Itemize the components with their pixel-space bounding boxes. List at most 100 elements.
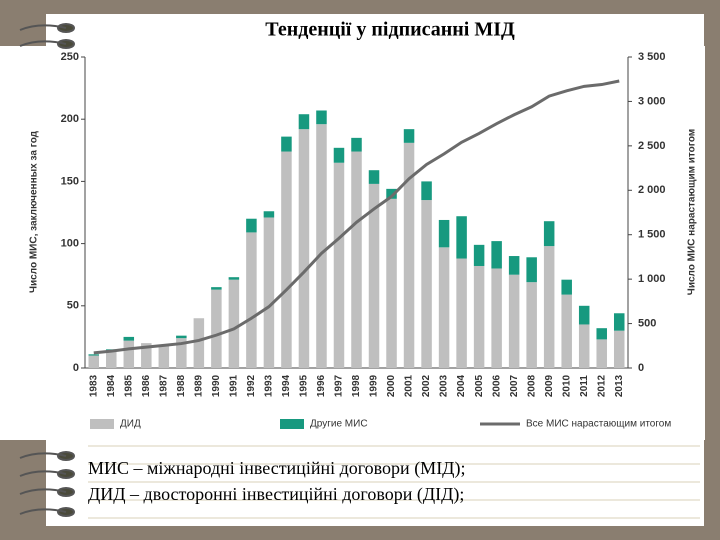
y-tick-label: 250 xyxy=(61,51,79,63)
bar xyxy=(596,339,607,368)
ruled-lines xyxy=(88,445,700,519)
y-tick-label: 0 xyxy=(73,362,79,374)
bar xyxy=(613,330,625,368)
chart-title: Тенденції у підписанні МІД xyxy=(265,19,515,41)
bar xyxy=(596,328,607,340)
y-tick-label: 150 xyxy=(61,175,79,187)
x-tick-label: 1985 xyxy=(123,374,134,397)
bar xyxy=(368,183,380,368)
x-tick-label: 1987 xyxy=(158,374,169,397)
bar xyxy=(246,218,257,233)
bar xyxy=(281,136,292,152)
bar xyxy=(193,318,205,368)
bar xyxy=(333,147,345,163)
x-tick-label: 2002 xyxy=(421,374,432,397)
bar xyxy=(106,350,117,368)
line xyxy=(93,79,620,355)
x-tick-label: 1999 xyxy=(369,374,380,397)
legend-label: Все МИС нарастающим итогом xyxy=(526,419,671,430)
y-tick-label: 50 xyxy=(67,300,79,312)
bar xyxy=(316,124,327,369)
x-tick-label: 2000 xyxy=(386,374,397,397)
y2-axis-title: Число МИС нарастающим итогом xyxy=(687,129,698,295)
bar xyxy=(176,338,187,368)
legend-label: Другие МИС xyxy=(310,419,368,430)
bar xyxy=(298,129,310,368)
bar xyxy=(473,265,485,368)
x-tick-label: 1990 xyxy=(211,374,222,397)
bar xyxy=(456,216,467,259)
bar xyxy=(316,110,327,125)
bar xyxy=(491,268,502,368)
bar xyxy=(578,324,590,368)
bar xyxy=(228,279,240,368)
bar xyxy=(368,170,380,184)
bar xyxy=(351,137,362,152)
bar xyxy=(421,200,432,368)
bar xyxy=(141,343,152,368)
x-tick-label: 2006 xyxy=(491,374,502,397)
x-tick-label: 1995 xyxy=(299,374,310,397)
x-tick-label: 2011 xyxy=(579,375,590,397)
x-tick-label: 1983 xyxy=(88,374,99,397)
bar xyxy=(386,198,397,368)
bar xyxy=(543,246,555,368)
x-tick-label: 2004 xyxy=(456,374,467,397)
x-tick-label: 1984 xyxy=(106,374,117,397)
bar xyxy=(421,181,432,201)
bar xyxy=(158,345,170,368)
y-tick-label: 200 xyxy=(61,113,79,125)
bar xyxy=(211,289,222,368)
legend-swatch xyxy=(90,419,114,429)
bar xyxy=(211,287,222,290)
bar xyxy=(561,279,572,295)
x-tick-label: 1988 xyxy=(176,374,187,397)
bar xyxy=(456,258,467,368)
x-tick-label: 2013 xyxy=(614,374,625,397)
legend-swatch xyxy=(280,419,304,429)
bar xyxy=(228,277,240,280)
y2-tick-label: 500 xyxy=(638,317,656,329)
x-tick-label: 1994 xyxy=(281,374,292,397)
note: ДИД – двосторонні інвестиційні договори … xyxy=(88,484,464,505)
x-tick-label: 1991 xyxy=(229,374,240,397)
bar xyxy=(386,188,397,199)
bar xyxy=(263,217,275,368)
bar xyxy=(333,162,345,368)
bar xyxy=(281,151,292,368)
x-tick-label: 2012 xyxy=(596,374,607,397)
x-tick-label: 2008 xyxy=(526,374,537,397)
note: МИС – міжнародні інвестиційні договори (… xyxy=(88,458,465,479)
bar xyxy=(176,335,187,339)
x-tick-label: 1997 xyxy=(334,374,345,397)
x-tick-label: 2001 xyxy=(404,374,415,397)
x-tick-label: 2009 xyxy=(544,374,555,397)
y2-tick-label: 2 000 xyxy=(638,184,666,196)
bar xyxy=(561,294,572,368)
bar xyxy=(526,257,537,283)
x-tick-label: 1986 xyxy=(141,374,152,397)
x-tick-label: 1992 xyxy=(246,374,257,397)
legend-label: ДИД xyxy=(120,419,141,430)
y2-tick-label: 0 xyxy=(638,362,644,374)
bar xyxy=(578,305,590,325)
x-tick-label: 1989 xyxy=(193,374,204,397)
bar xyxy=(438,247,450,368)
x-tick-label: 2010 xyxy=(561,374,572,397)
x-tick-label: 1998 xyxy=(351,374,362,397)
bar xyxy=(351,151,362,368)
bar xyxy=(438,219,450,248)
y2-tick-label: 3 000 xyxy=(638,95,666,107)
bar xyxy=(526,282,537,368)
y2-tick-label: 3 500 xyxy=(638,51,666,63)
bar xyxy=(491,241,502,269)
bar xyxy=(508,256,520,275)
x-tick-label: 2003 xyxy=(439,374,450,397)
bar xyxy=(403,129,415,143)
bar xyxy=(613,313,625,331)
bar xyxy=(88,355,100,368)
x-tick-label: 2007 xyxy=(509,374,520,397)
x-tick-label: 1996 xyxy=(316,374,327,397)
bar xyxy=(123,340,135,368)
